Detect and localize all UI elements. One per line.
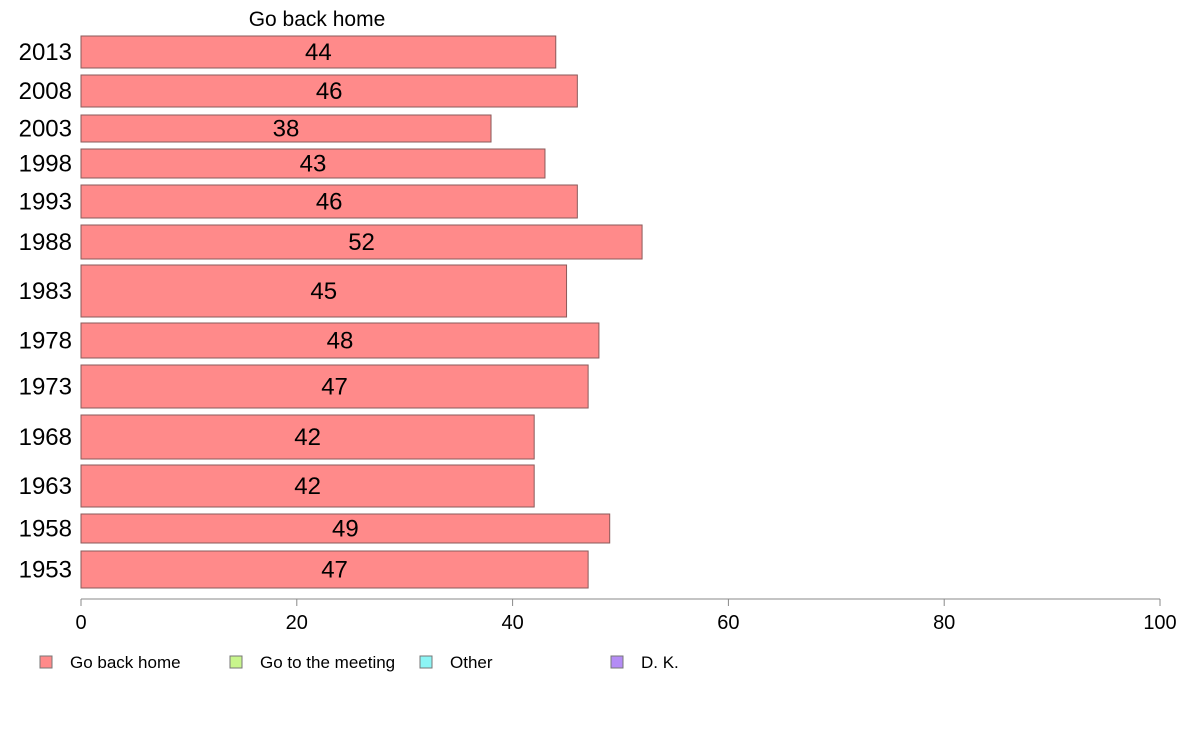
legend-swatch — [610, 655, 624, 669]
data-label: 38 — [273, 116, 300, 143]
bar — [80, 224, 643, 260]
bar — [80, 414, 535, 460]
category-label: 1988 — [19, 229, 72, 256]
category-label: 1998 — [19, 151, 72, 178]
category-label: 1978 — [19, 328, 72, 355]
category-label: 1993 — [19, 189, 72, 216]
chart-title: Go back home — [249, 8, 386, 31]
data-label: 52 — [348, 229, 375, 256]
x-tick-label: 20 — [286, 612, 308, 634]
bar — [80, 184, 578, 219]
x-tick-label: 60 — [717, 612, 739, 634]
bar — [80, 322, 600, 359]
legend-label: Go to the meeting — [260, 653, 395, 672]
data-label: 45 — [310, 278, 337, 305]
bar — [80, 464, 535, 508]
bar — [80, 264, 568, 318]
bar — [80, 74, 578, 108]
category-label: 2013 — [19, 39, 72, 66]
x-tick-label: 0 — [75, 612, 86, 634]
bar — [80, 35, 557, 69]
x-tick-label: 80 — [933, 612, 955, 634]
bar — [80, 513, 611, 544]
legend-swatch — [39, 655, 53, 669]
bar — [80, 550, 589, 589]
legend-swatch — [419, 655, 433, 669]
category-label: 2003 — [19, 116, 72, 143]
data-label: 46 — [316, 78, 343, 105]
bars-group: 2013 44 2008 46 2003 38 1998 43 1993 46 1988 52 1983… — [19, 35, 643, 589]
category-label: 1953 — [19, 557, 72, 584]
data-label: 44 — [305, 39, 332, 66]
legend: Go back home Go to the meeting Other D. K. — [39, 653, 679, 672]
x-axis: 0 20 40 60 80 100 — [75, 598, 1177, 634]
legend-swatch — [229, 655, 243, 669]
data-label: 47 — [321, 374, 348, 401]
legend-label: D. K. — [641, 653, 679, 672]
category-label: 1983 — [19, 278, 72, 305]
x-tick-label: 40 — [501, 612, 523, 634]
data-label: 49 — [332, 516, 359, 543]
category-label: 1963 — [19, 473, 72, 500]
bar — [80, 148, 546, 179]
data-label: 42 — [294, 424, 321, 451]
legend-label: Other — [450, 653, 493, 672]
category-label: 1973 — [19, 374, 72, 401]
category-label: 1968 — [19, 424, 72, 451]
category-label: 1958 — [19, 516, 72, 543]
legend-label: Go back home — [70, 653, 181, 672]
bar — [80, 114, 492, 143]
data-label: 47 — [321, 557, 348, 584]
category-label: 2008 — [19, 78, 72, 105]
data-label: 43 — [300, 151, 327, 178]
data-label: 42 — [294, 473, 321, 500]
bar — [80, 364, 589, 409]
data-label: 48 — [327, 328, 354, 355]
x-tick-label: 100 — [1143, 612, 1176, 634]
data-label: 46 — [316, 189, 343, 216]
